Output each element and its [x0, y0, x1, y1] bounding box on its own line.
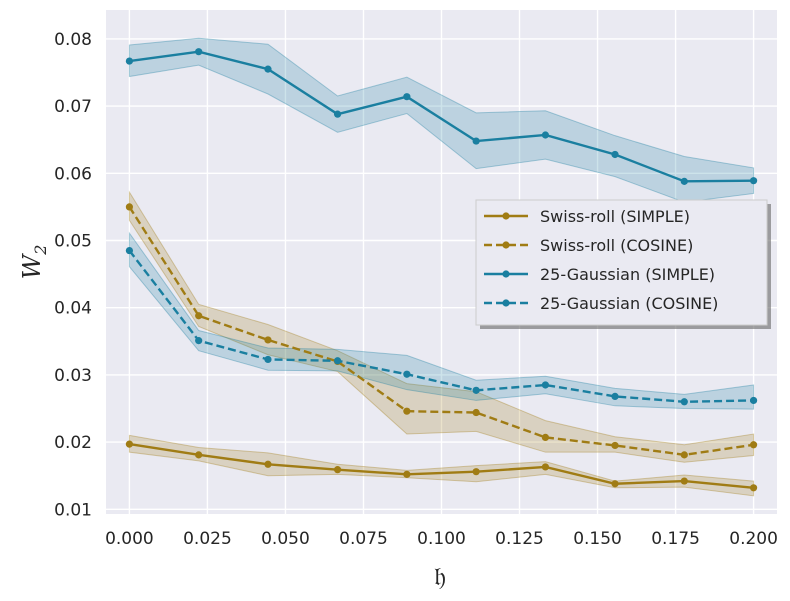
data-point: [403, 370, 411, 378]
y-tick-label: 0.06: [54, 164, 92, 184]
data-point: [472, 468, 480, 476]
data-point: [749, 396, 758, 405]
x-tick-label: 0.050: [261, 529, 310, 549]
x-tick-label: 0.000: [105, 529, 154, 549]
data-point: [472, 408, 480, 417]
data-point: [680, 451, 688, 459]
data-point: [195, 337, 203, 345]
series-lines: [125, 48, 758, 492]
data-point: [680, 177, 688, 185]
legend: Swiss-roll (SIMPLE) Swiss-roll (COSINE) 25…: [475, 199, 771, 329]
data-point: [611, 150, 619, 159]
data-point: [472, 386, 480, 394]
data-point: [680, 477, 688, 485]
data-point: [264, 336, 272, 344]
y-tick-label: 0.07: [54, 97, 92, 117]
data-point: [125, 57, 134, 65]
legend-label-3: 25-Gaussian (COSINE): [540, 294, 718, 313]
x-tick-label: 0.075: [339, 529, 388, 549]
data-point: [125, 440, 134, 448]
data-point: [541, 433, 550, 441]
y-tick-label: 0.05: [54, 231, 92, 251]
data-point: [472, 137, 480, 145]
data-point: [541, 131, 550, 139]
data-point: [749, 484, 758, 492]
x-axis-label: 𝔥: [434, 562, 446, 592]
legend-label-2: 25-Gaussian (SIMPLE): [540, 265, 715, 284]
data-point: [125, 246, 134, 255]
x-tick-label: 0.175: [651, 529, 700, 549]
data-point: [403, 93, 411, 101]
data-point: [195, 451, 203, 459]
series-line-0: [129, 442, 754, 489]
series-line-3: [128, 249, 754, 403]
data-point: [195, 312, 203, 320]
confidence-band-3: [128, 231, 755, 410]
data-point: [611, 480, 619, 488]
x-tick-label: 0.125: [495, 529, 544, 549]
data-point: [749, 441, 758, 449]
x-tick-label: 0.150: [573, 529, 622, 549]
x-tick-label: 0.200: [729, 529, 778, 549]
legend-marker: [502, 299, 510, 307]
legend-label-0: Swiss-roll (SIMPLE): [540, 207, 690, 226]
x-tick-label: 0.100: [417, 529, 466, 549]
data-point: [611, 392, 619, 400]
y-tick-label: 0.01: [54, 500, 92, 520]
legend-marker: [502, 241, 510, 249]
data-point: [541, 381, 550, 389]
data-point: [333, 466, 342, 474]
data-point: [403, 470, 411, 478]
tick-labels: 0.000 0.025 0.050 0.075 0.100 0.125 0.150 0.175…: [54, 30, 778, 549]
data-point: [333, 357, 342, 365]
data-point: [264, 65, 272, 73]
y-axis-label-subscript: 2: [31, 245, 50, 256]
data-point: [403, 407, 411, 415]
series-line-2: [129, 50, 754, 183]
data-point: [541, 463, 550, 471]
data-point: [264, 355, 272, 364]
grid: [106, 10, 777, 514]
y-tick-label: 0.04: [54, 299, 92, 319]
y-axis-label-main: W: [18, 252, 46, 279]
legend-label-1: Swiss-roll (COSINE): [540, 236, 693, 255]
data-point: [264, 460, 272, 468]
y-tick-label: 0.03: [54, 366, 92, 386]
data-point: [611, 441, 619, 450]
legend-marker: [502, 270, 510, 278]
data-point: [749, 177, 758, 185]
x-tick-label: 0.025: [183, 529, 232, 549]
data-point: [680, 398, 688, 406]
data-point: [195, 48, 203, 56]
data-point: [125, 203, 134, 211]
y-tick-label: 0.02: [54, 433, 92, 453]
y-tick-label: 0.08: [54, 30, 92, 50]
y-axis-label: W2: [18, 245, 50, 280]
legend-marker: [502, 212, 510, 220]
data-point: [333, 110, 342, 118]
